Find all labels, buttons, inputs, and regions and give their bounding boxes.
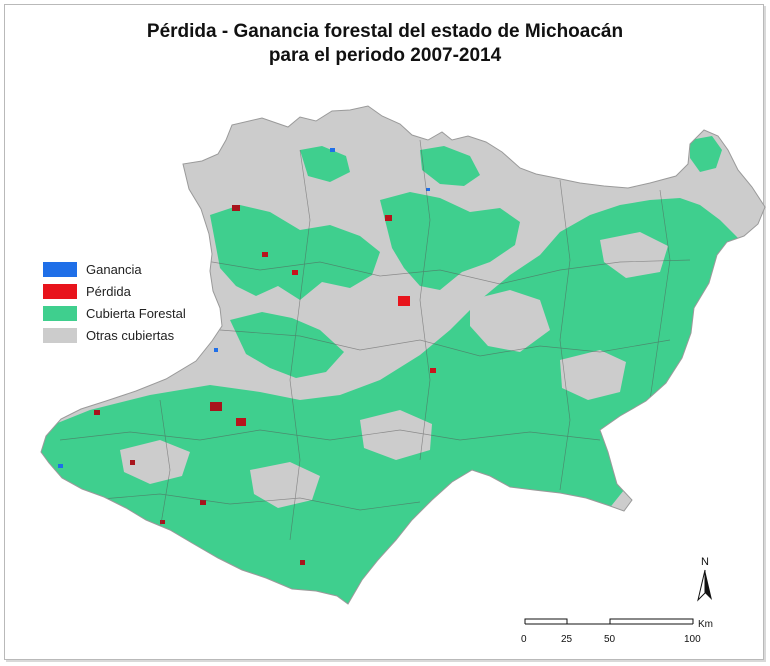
scale-tick-0: 0	[521, 634, 527, 645]
loss-patch	[292, 270, 298, 275]
scale-tick-100: 100	[684, 634, 701, 645]
municipal-boundaries	[59, 139, 691, 541]
gain-patch	[58, 464, 63, 468]
gain-patch	[214, 348, 218, 352]
legend-swatch-perdida	[43, 283, 77, 299]
legend-item-otras-cubiertas: Otras cubiertas	[43, 324, 186, 346]
loss-patch	[200, 500, 206, 505]
legend-item-cubierta-forestal: Cubierta Forestal	[43, 302, 186, 324]
legend: Ganancia Pérdida Cubierta Forestal Otras…	[43, 258, 186, 346]
scale-bar	[524, 618, 694, 625]
gain-patch	[330, 148, 335, 152]
forest-loss-layer	[94, 205, 436, 565]
legend-item-perdida: Pérdida	[43, 280, 186, 302]
loss-patch	[398, 296, 410, 306]
legend-swatch-cubierta-forestal	[43, 305, 77, 321]
loss-patch	[232, 205, 240, 211]
legend-label: Cubierta Forestal	[86, 305, 186, 321]
loss-patch	[236, 418, 246, 426]
forest-gain-layer	[58, 148, 430, 468]
loss-patch	[94, 410, 100, 415]
map-title-line2: para el periodo 2007-2014	[268, 45, 502, 66]
loss-patch	[300, 560, 305, 565]
legend-item-ganancia: Ganancia	[43, 258, 186, 280]
loss-patch	[210, 402, 222, 411]
map-title: Pérdida - Ganancia forestal del estado d…	[0, 20, 770, 68]
loss-patch	[262, 252, 268, 257]
legend-swatch-otras-cubiertas	[43, 327, 77, 343]
loss-patch	[430, 368, 436, 373]
forest-cover-layer	[41, 136, 745, 604]
legend-label: Ganancia	[86, 261, 142, 277]
legend-label: Otras cubiertas	[86, 327, 175, 343]
loss-patch	[160, 520, 165, 524]
map-frame	[4, 4, 764, 660]
loss-patch	[130, 460, 135, 465]
legend-swatch-ganancia	[43, 261, 77, 277]
legend-label: Pérdida	[86, 283, 131, 299]
map-title-line1: Pérdida - Ganancia forestal del estado d…	[146, 21, 624, 42]
scale-tick-25: 25	[561, 634, 573, 645]
north-label: N	[701, 556, 709, 568]
north-arrow-icon	[697, 569, 712, 602]
loss-patch	[385, 215, 392, 221]
scale-unit: Km	[698, 619, 713, 630]
north-arrow: N	[688, 556, 722, 606]
gain-patch	[426, 188, 430, 191]
scale-tick-50: 50	[604, 634, 616, 645]
